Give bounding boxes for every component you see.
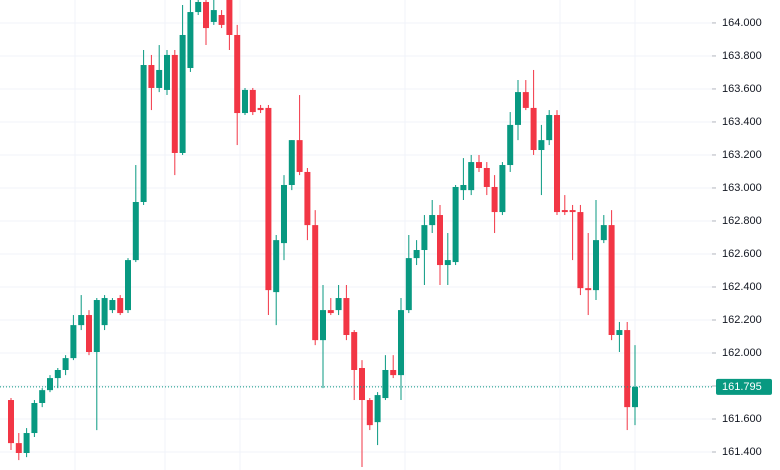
candle-body	[616, 330, 623, 336]
candle-body	[632, 386, 638, 408]
candle-body	[429, 215, 436, 226]
price-label: 161.795	[722, 381, 762, 393]
candle-body	[538, 140, 545, 151]
candle-body	[249, 89, 256, 113]
candle-body	[164, 54, 170, 90]
candle-body	[351, 332, 358, 370]
candle-body	[554, 115, 560, 213]
y-tick-label: 163.200	[722, 149, 762, 161]
candle-body	[515, 92, 521, 125]
candle-body	[218, 15, 225, 25]
candle-body	[125, 260, 131, 311]
candle-body	[483, 167, 490, 187]
candle-body	[226, 0, 233, 35]
candle-body	[327, 310, 334, 314]
candle-body	[156, 69, 163, 88]
candle-body	[15, 443, 22, 454]
candle-body	[93, 300, 100, 353]
candle-body	[382, 369, 389, 399]
candle-body	[374, 395, 381, 423]
candle-body	[608, 225, 615, 336]
candle-body	[8, 400, 14, 444]
candle-body	[148, 65, 155, 88]
y-tick-label: 162.000	[722, 347, 762, 359]
candle-body	[171, 54, 178, 153]
candle-body	[499, 165, 506, 213]
candle-body	[140, 65, 147, 202]
candle-body	[366, 400, 373, 426]
candle-body	[335, 298, 342, 311]
candle-body	[421, 225, 428, 251]
candle-body	[203, 1, 209, 29]
candle-body	[101, 298, 108, 326]
y-tick-label: 163.400	[722, 116, 762, 128]
candle-body	[561, 210, 568, 213]
candle-body	[70, 325, 77, 359]
candle-body	[585, 288, 592, 291]
candle-body	[23, 433, 30, 454]
candle-body	[179, 34, 186, 153]
candle-body	[210, 10, 217, 22]
candle-body	[39, 390, 46, 403]
candle-body	[452, 186, 459, 263]
y-tick-label: 162.200	[722, 314, 762, 326]
candle-body	[522, 92, 529, 108]
candle-body	[187, 12, 194, 68]
candle-body	[390, 369, 397, 376]
candle-body	[546, 115, 553, 141]
candle-body	[437, 215, 443, 266]
candle-body	[62, 358, 69, 370]
candle-body	[47, 378, 53, 391]
y-tick-label: 162.800	[722, 215, 762, 227]
candle-body	[530, 107, 537, 151]
candle-body	[242, 89, 248, 114]
candle-body	[288, 140, 295, 185]
candle-body	[569, 210, 576, 213]
candle-body	[78, 315, 85, 326]
candle-body	[405, 258, 412, 311]
candle-body	[296, 140, 303, 172]
candle-body	[312, 225, 319, 341]
candle-body	[54, 369, 61, 379]
candle-body	[109, 300, 116, 311]
candle-body	[195, 1, 202, 13]
candle-body	[398, 310, 404, 376]
candle-body	[117, 298, 124, 314]
candle-body	[577, 212, 584, 289]
y-tick-label: 163.600	[722, 83, 762, 95]
candle-body	[468, 162, 475, 191]
candle-body	[491, 186, 498, 213]
candle-body	[343, 298, 350, 336]
candle-body	[359, 368, 365, 401]
y-tick-label: 161.600	[722, 413, 762, 425]
y-tick-label: 161.400	[722, 446, 762, 458]
candle-body	[31, 402, 38, 434]
candle-body	[600, 225, 607, 241]
y-tick-label: 163.000	[722, 182, 762, 194]
candle-body	[234, 34, 241, 114]
y-tick-label: 163.800	[722, 50, 762, 62]
candle-body	[273, 240, 280, 293]
candle-body	[265, 107, 272, 291]
candle-body	[444, 260, 451, 266]
candle-body	[624, 330, 631, 408]
candle-body	[304, 171, 311, 226]
y-tick-label: 162.400	[722, 281, 762, 293]
candle-body	[460, 184, 467, 191]
candle-body	[320, 310, 326, 341]
candle-body	[476, 162, 482, 168]
candle-body	[593, 240, 599, 291]
candle-body	[413, 250, 420, 259]
candle-body	[257, 107, 264, 111]
candle-body	[86, 315, 92, 353]
y-tick-label: 164.000	[722, 17, 762, 29]
y-tick-label: 162.600	[722, 248, 762, 260]
candle-body	[132, 201, 139, 261]
candle-body	[507, 124, 514, 166]
price-label-box	[716, 378, 772, 395]
candle-body	[281, 184, 287, 244]
